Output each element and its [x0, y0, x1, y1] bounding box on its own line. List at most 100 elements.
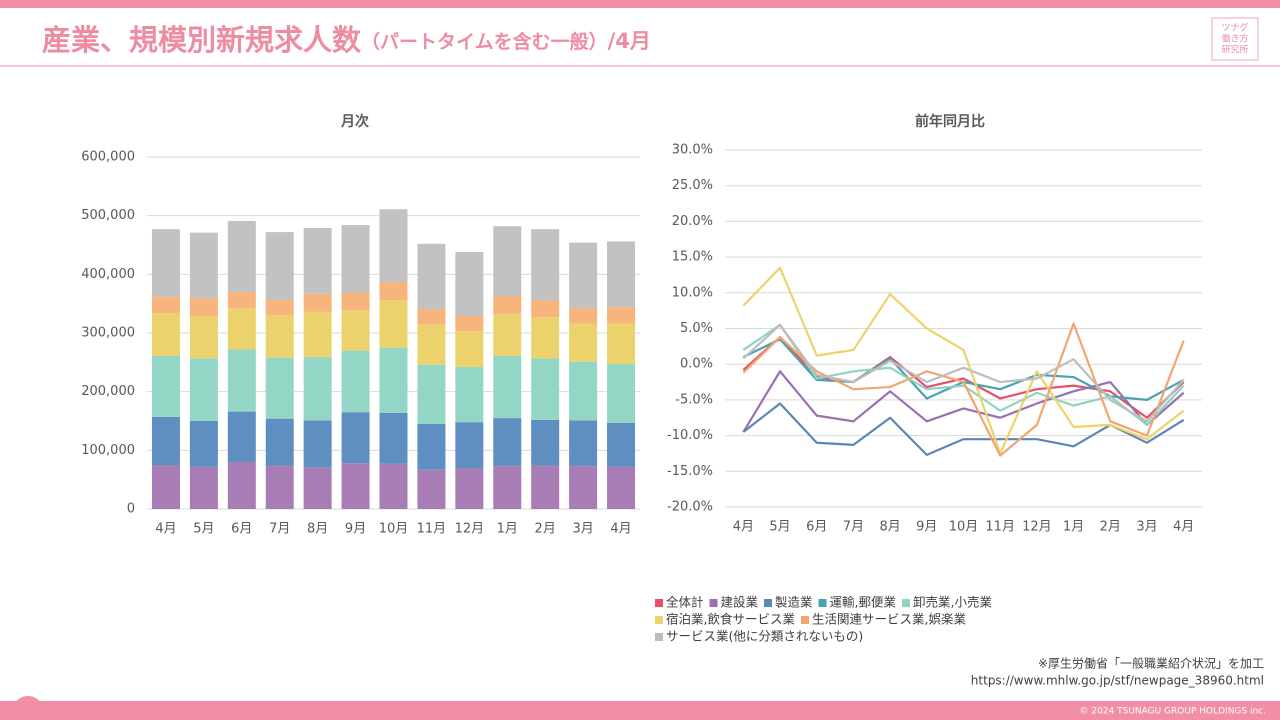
bar-segment — [379, 347, 408, 413]
bar-segment — [531, 358, 560, 420]
page-badge — [12, 696, 44, 720]
x-tick-label: 12月 — [455, 522, 485, 537]
bar-segment — [341, 225, 370, 293]
bar-segment — [493, 296, 522, 315]
bar-segment — [303, 420, 332, 468]
x-tick-label: 7月 — [843, 520, 864, 535]
bar-segment — [417, 423, 446, 470]
x-tick-label: 5月 — [769, 520, 790, 535]
bar-segment — [531, 300, 560, 318]
bar-segment — [493, 226, 522, 297]
line-series — [742, 322, 1185, 457]
y-tick-label: 15.0% — [672, 250, 713, 265]
y-tick-label: -15.0% — [667, 464, 713, 479]
bar-segment — [417, 308, 446, 325]
bar-segment — [417, 469, 446, 509]
x-tick-label: 12月 — [1022, 520, 1052, 535]
logo-line: ツナグ — [1221, 22, 1248, 34]
x-tick-label: 8月 — [307, 522, 328, 537]
copyright: © 2024 TSUNAGU GROUP HOLDINGS inc. — [1079, 707, 1266, 717]
x-tick-label: 1月 — [497, 522, 518, 537]
legend-label: 製造業 — [775, 595, 813, 610]
x-tick-label: 10月 — [949, 520, 979, 535]
x-tick-label: 4月 — [610, 522, 631, 537]
x-tick-label: 6月 — [231, 522, 252, 537]
bar-segment — [341, 292, 370, 311]
legend-swatch — [655, 633, 663, 641]
bar-segment — [569, 323, 598, 362]
bar-segment — [379, 463, 408, 509]
bar-segment — [455, 315, 484, 332]
bar-segment — [607, 323, 636, 365]
legend-label: 宿泊業,飲食サービス業 — [666, 612, 795, 627]
bar-segment — [265, 300, 294, 316]
bar-segment — [341, 350, 370, 413]
x-tick-label: 3月 — [572, 522, 593, 537]
x-tick-label: 4月 — [733, 520, 754, 535]
x-tick-label: 9月 — [345, 522, 366, 537]
bar-segment — [607, 422, 636, 467]
legend-swatch — [709, 599, 718, 607]
y-tick-label: 600,000 — [81, 150, 135, 165]
title-note: （パートタイムを含む一般） — [361, 30, 608, 53]
bar-segment — [189, 358, 218, 421]
y-tick-label: 20.0% — [672, 214, 713, 229]
title-suffix: /4月 — [608, 29, 651, 53]
chart-title: 月次 — [340, 113, 369, 130]
legend-label: 卸売業,小売業 — [913, 595, 992, 610]
x-tick-label: 11月 — [985, 520, 1015, 535]
bar-segment — [189, 298, 218, 316]
legend-swatch — [800, 616, 809, 624]
bar-segment — [569, 308, 598, 324]
y-tick-label: 10.0% — [672, 285, 713, 300]
bar-segment — [265, 357, 294, 419]
y-tick-label: 500,000 — [81, 208, 135, 223]
bar-segment — [189, 232, 218, 299]
bar-segment — [227, 349, 256, 412]
bar-segment — [379, 300, 408, 348]
line-series — [742, 323, 1185, 426]
bar-segment — [455, 252, 484, 316]
bar-segment — [569, 242, 598, 309]
bar-segment — [493, 355, 522, 419]
bar-segment — [341, 412, 370, 464]
bar-segment — [265, 465, 294, 509]
chart-title: 前年同月比 — [915, 113, 985, 130]
legend-label: 全体計 — [666, 595, 704, 610]
logo-line: 研究所 — [1221, 44, 1248, 56]
bar-segment — [531, 229, 560, 301]
bar-segment — [189, 315, 218, 359]
bar-segment — [455, 467, 484, 509]
legend-label: 建設業 — [721, 595, 759, 610]
bar-segment — [493, 314, 522, 356]
bar-segment — [151, 416, 180, 465]
title-main: 産業、規模別新規求人数 — [42, 23, 362, 57]
bar-segment — [303, 227, 332, 294]
bar-segment — [151, 296, 180, 314]
y-tick-label: -20.0% — [667, 500, 713, 515]
bar-segment — [569, 466, 598, 509]
bar-segment — [493, 418, 522, 467]
bar-segment — [607, 364, 636, 423]
bar-segment — [379, 412, 408, 464]
source-url: https://www.mhlw.go.jp/stf/newpage_38960… — [971, 674, 1264, 688]
legend-swatch — [764, 599, 773, 607]
x-tick-label: 8月 — [879, 520, 900, 535]
bar-segment — [227, 291, 256, 309]
bar-segment — [417, 364, 446, 424]
bar-segment — [379, 281, 408, 301]
legend-label: 生活関連サービス業,娯楽業 — [812, 612, 966, 627]
x-tick-label: 4月 — [1173, 520, 1194, 535]
bar-segment — [607, 307, 636, 324]
x-tick-label: 1月 — [1063, 520, 1084, 535]
y-tick-label: 0.0% — [680, 357, 713, 372]
bar-segment — [151, 313, 180, 356]
y-tick-label: 100,000 — [81, 443, 135, 458]
bar-segment — [151, 465, 180, 509]
legend-swatch — [902, 599, 911, 607]
x-tick-label: 11月 — [417, 522, 447, 537]
bar-segment — [417, 243, 446, 309]
x-tick-label: 10月 — [379, 522, 409, 537]
legend-swatch — [818, 599, 827, 607]
